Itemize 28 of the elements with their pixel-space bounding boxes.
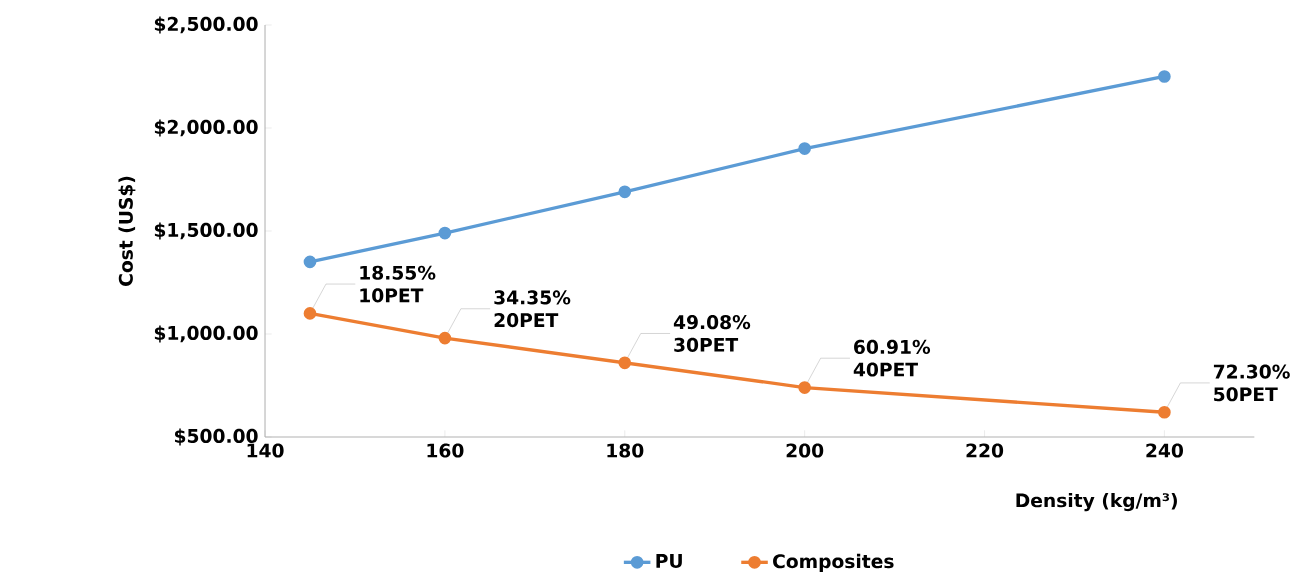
y-axis-title: Cost (US$) xyxy=(118,176,136,286)
point xyxy=(798,381,811,394)
legend-label: Composites xyxy=(773,553,894,572)
x-tick-label: 220 xyxy=(966,443,1004,458)
point xyxy=(438,331,452,345)
point xyxy=(798,142,811,155)
point xyxy=(618,185,632,199)
point xyxy=(618,356,632,370)
y-tick-label: $1,500.00 xyxy=(154,222,258,240)
y-tick-label: $2,000.00 xyxy=(154,119,258,137)
x-tick-label: 180 xyxy=(607,443,644,458)
x-tick-label: 240 xyxy=(1146,443,1184,458)
annotation: 72.30% 50PET xyxy=(1213,364,1290,402)
point xyxy=(1158,70,1171,83)
point xyxy=(303,307,317,320)
x-tick-label: 200 xyxy=(786,443,824,458)
point xyxy=(438,226,452,240)
y-tick-label: $2,500.00 xyxy=(154,16,258,34)
x-tick-label: 160 xyxy=(427,443,464,458)
legend-label: PU xyxy=(656,554,682,568)
annotation: 60.91% 40PET xyxy=(853,339,931,377)
point xyxy=(303,255,317,269)
annotation: 34.35% 20PET xyxy=(494,290,571,328)
annotation: 18.55% 10PET xyxy=(360,265,436,303)
annotation: 49.08% 30PET xyxy=(673,315,751,352)
y-tick-label: $1,000.00 xyxy=(154,325,258,343)
point xyxy=(1158,405,1171,419)
x-axis-title: Density (kg/m³) xyxy=(1016,492,1177,512)
